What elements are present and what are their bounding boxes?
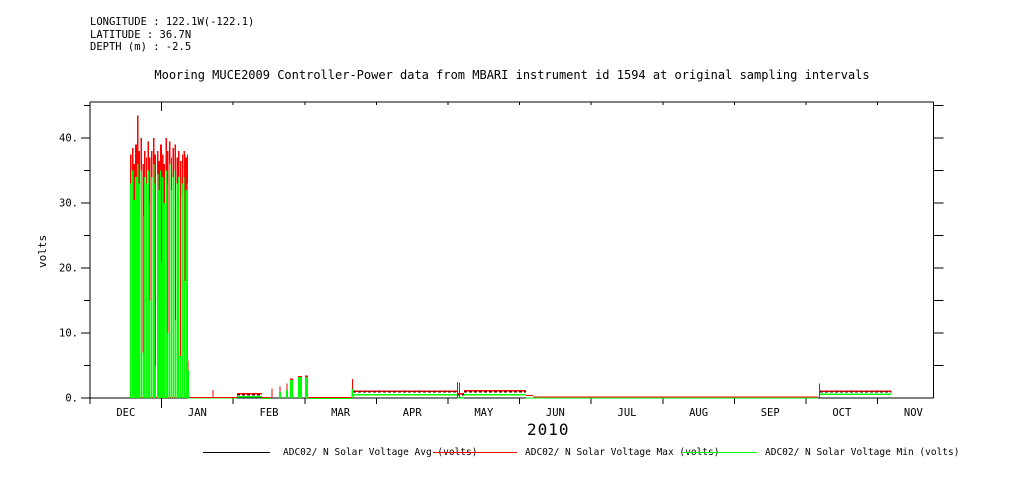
latitude-text: LATITUDE : 36.7N: [90, 28, 192, 41]
series-green-bars: [289, 375, 309, 398]
series-band-segments: [236, 389, 892, 399]
legend-swatch-min: [683, 452, 757, 453]
x-tick-label: JAN: [188, 407, 207, 419]
x-tick-label: AUG: [689, 407, 708, 419]
x-tick-label: OCT: [832, 407, 852, 419]
x-axis-ticks: [89, 102, 879, 408]
x-tick-label: DEC: [116, 407, 135, 419]
x-tick-label: JUL: [618, 407, 637, 419]
series-cluster: [130, 115, 189, 399]
x-tick-label: MAY: [474, 407, 494, 419]
legend-swatch-max: [433, 452, 517, 453]
series-spikes: [186, 360, 821, 398]
x-tick-label: NOV: [904, 407, 924, 419]
y-tick-label: 20.: [59, 263, 78, 275]
longitude-text: LONGITUDE : 122.1W(-122.1): [90, 16, 255, 28]
x-tick-label: MAR: [331, 407, 351, 419]
x-tick-label: APR: [403, 407, 423, 419]
x-tick-label: SEP: [761, 407, 780, 419]
legend-swatch-avg: [203, 452, 270, 453]
y-tick-label: 0.: [65, 393, 78, 405]
legend-label-min: ADC02/ N Solar Voltage Min (volts): [765, 447, 960, 458]
series-flat-segments: [187, 395, 819, 399]
x-axis-year-label: 2010: [527, 420, 570, 439]
chart-title: Mooring MUCE2009 Controller-Power data f…: [154, 68, 870, 82]
legend-label-avg: ADC02/ N Solar Voltage Avg (volts): [283, 447, 478, 458]
location-header: LONGITUDE : 122.1W(-122.1) LATITUDE : 36.…: [90, 16, 254, 54]
y-tick-label: 10.: [59, 328, 78, 340]
y-axis-ticks: 0. 10. 20. 30. 40.: [59, 105, 944, 405]
x-tick-label: FEB: [260, 407, 279, 419]
depth-text: DEPTH (m) : -2.5: [90, 41, 192, 53]
x-tick-label: JUN: [546, 407, 565, 419]
x-axis-month-labels: DEC JAN FEB MAR APR MAY JUN JUL AUG SEP OCT NOV: [116, 407, 923, 419]
y-axis-label: volts: [36, 234, 49, 268]
legend-label-max: ADC02/ N Solar Voltage Max (volts): [525, 447, 720, 458]
y-tick-label: 30.: [59, 198, 78, 210]
y-tick-label: 40.: [59, 133, 78, 145]
axes: [89, 101, 934, 399]
